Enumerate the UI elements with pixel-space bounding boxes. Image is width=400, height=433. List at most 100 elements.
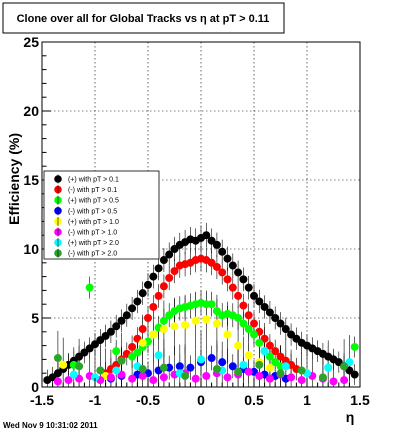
data-point [138, 289, 147, 298]
data-point [69, 370, 78, 379]
data-point [265, 352, 274, 361]
y-axis-label: Efficiency (%) [6, 133, 22, 225]
data-point [265, 341, 274, 350]
data-point [324, 363, 333, 372]
data-point [250, 330, 258, 339]
data-point [191, 374, 200, 383]
data-point [53, 354, 62, 363]
data-point [276, 319, 285, 328]
data-point [212, 262, 221, 271]
data-point [340, 376, 349, 385]
data-point [138, 365, 147, 374]
data-point [212, 365, 221, 374]
y-tick-label: 20 [23, 103, 39, 119]
legend-label: (-) with pT > 1.0 [68, 230, 117, 237]
data-point [260, 302, 269, 311]
data-point [112, 347, 121, 356]
data-point [154, 264, 163, 273]
data-point [265, 363, 274, 372]
data-point [117, 356, 126, 365]
data-point [287, 373, 296, 382]
data-point [75, 362, 84, 371]
data-point [281, 362, 290, 371]
data-point [234, 291, 243, 300]
data-point [59, 360, 68, 369]
data-point [202, 231, 211, 240]
data-point [244, 283, 253, 292]
data-point [149, 272, 158, 281]
data-point [138, 338, 147, 347]
data-point [223, 275, 232, 284]
data-point [297, 366, 306, 375]
data-point [228, 362, 237, 371]
data-point [318, 373, 327, 382]
data-point [159, 363, 168, 372]
data-point [170, 322, 179, 331]
data-point [159, 282, 168, 291]
data-point [350, 370, 359, 379]
data-point [154, 351, 163, 360]
data-point [218, 247, 227, 256]
data-point [149, 302, 158, 311]
data-point [128, 342, 137, 351]
data-point [228, 261, 237, 270]
data-point [112, 322, 121, 331]
data-point [271, 314, 280, 322]
data-point [191, 316, 200, 325]
data-points [43, 231, 359, 386]
data-point [159, 316, 168, 325]
data-point [133, 348, 142, 357]
y-tick-label: 25 [23, 34, 39, 50]
data-point [340, 362, 349, 371]
data-point [329, 377, 338, 386]
y-tick-label: 0 [31, 379, 39, 395]
y-tick-labels: 0 5 10 15 20 25 [23, 34, 39, 395]
timestamp-footer: Wed Nov 9 10:31:02 2011 [3, 421, 98, 430]
data-point [106, 373, 115, 382]
legend-label: (+) with pT > 2.0 [68, 240, 119, 247]
data-point [250, 291, 258, 300]
data-point [234, 314, 243, 322]
chart-title: Clone over all for Global Tracks vs η at… [17, 13, 270, 25]
data-point [265, 308, 274, 317]
x-tick-label: 1 [303, 392, 311, 408]
data-point [244, 367, 253, 376]
data-point [218, 268, 227, 277]
x-tick-label: -0.5 [136, 392, 160, 408]
data-point [202, 371, 211, 380]
y-tick-label: 10 [23, 241, 39, 257]
data-point [281, 325, 290, 334]
data-point [144, 280, 152, 289]
data-point [255, 338, 264, 347]
data-point [165, 273, 174, 282]
data-point [170, 267, 179, 276]
data-point [260, 347, 269, 356]
data-point [144, 314, 152, 322]
data-point [128, 304, 137, 313]
data-point [250, 319, 258, 328]
data-point [239, 275, 248, 284]
data-point [165, 250, 174, 259]
legend-label: (-) with pT > 0.1 [68, 187, 117, 194]
data-point [244, 311, 253, 320]
x-tick-label: 0 [197, 392, 205, 408]
title-box [2, 2, 285, 34]
legend-label: (-) with pT > 0.5 [68, 208, 117, 215]
x-tick-label: -1.5 [30, 392, 54, 408]
data-point [265, 374, 274, 383]
data-point [138, 371, 147, 380]
data-point [244, 351, 253, 360]
data-point [159, 256, 168, 265]
data-point [197, 355, 205, 364]
legend-label: (+) with pT > 0.1 [68, 177, 119, 184]
data-point [239, 319, 248, 328]
data-point [234, 268, 243, 277]
data-point [53, 377, 62, 386]
data-point [244, 325, 253, 334]
data-point [85, 283, 94, 292]
data-point [181, 371, 190, 380]
data-point [106, 327, 115, 336]
data-point [138, 325, 147, 334]
data-point [207, 300, 216, 309]
